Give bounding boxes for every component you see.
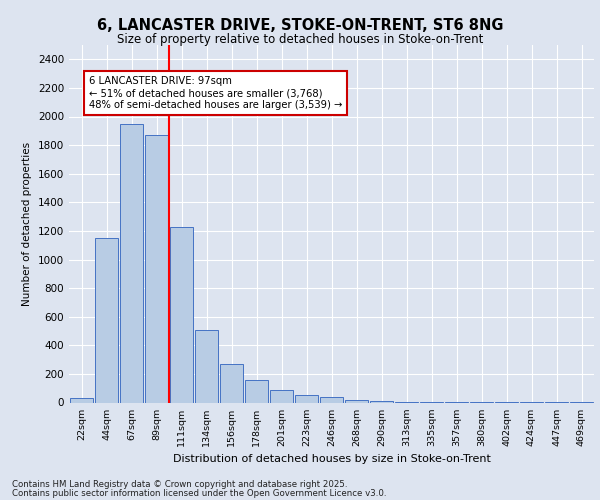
Text: Size of property relative to detached houses in Stoke-on-Trent: Size of property relative to detached ho… <box>117 32 483 46</box>
Text: Contains HM Land Registry data © Crown copyright and database right 2025.: Contains HM Land Registry data © Crown c… <box>12 480 347 489</box>
Bar <box>320 397 343 402</box>
Bar <box>195 330 218 402</box>
X-axis label: Distribution of detached houses by size in Stoke-on-Trent: Distribution of detached houses by size … <box>173 454 490 464</box>
Bar <box>295 396 318 402</box>
Bar <box>170 226 193 402</box>
Text: 6 LANCASTER DRIVE: 97sqm
← 51% of detached houses are smaller (3,768)
48% of sem: 6 LANCASTER DRIVE: 97sqm ← 51% of detach… <box>89 76 343 110</box>
Bar <box>220 364 243 403</box>
Y-axis label: Number of detached properties: Number of detached properties <box>22 142 32 306</box>
Text: Contains public sector information licensed under the Open Government Licence v3: Contains public sector information licen… <box>12 489 386 498</box>
Bar <box>70 398 93 402</box>
Bar <box>245 380 268 402</box>
Bar <box>95 238 118 402</box>
Text: 6, LANCASTER DRIVE, STOKE-ON-TRENT, ST6 8NG: 6, LANCASTER DRIVE, STOKE-ON-TRENT, ST6 … <box>97 18 503 32</box>
Bar <box>345 400 368 402</box>
Bar <box>120 124 143 402</box>
Bar <box>145 135 168 402</box>
Bar <box>270 390 293 402</box>
